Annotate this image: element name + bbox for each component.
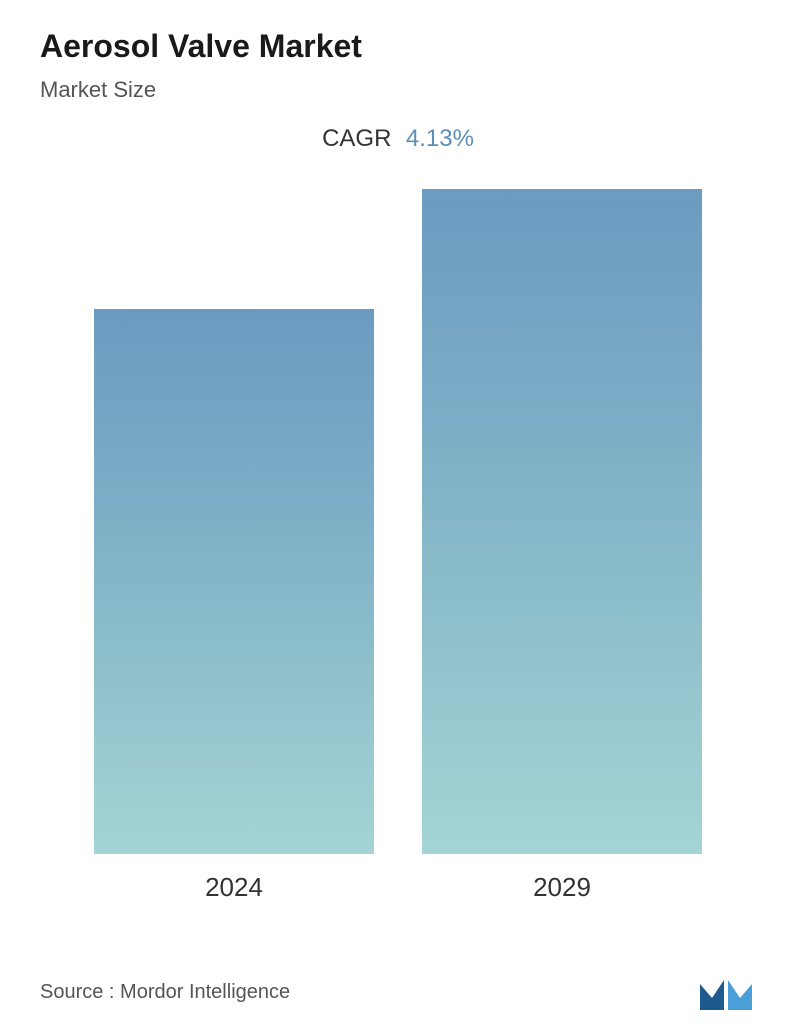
- bar-group: 2029: [422, 189, 702, 903]
- source-label: Source : Mordor Intelligence: [40, 981, 290, 1004]
- chart-title: Aerosol Valve Market: [40, 28, 756, 65]
- cagr-row: CAGR 4.13%: [40, 125, 756, 153]
- cagr-label: CAGR: [322, 125, 391, 152]
- cagr-value: 4.13%: [406, 125, 474, 152]
- bar-group: 2024: [94, 309, 374, 903]
- bar-2024: [94, 309, 374, 854]
- chart-subtitle: Market Size: [40, 77, 756, 103]
- bar-2029: [422, 189, 702, 854]
- bar-label: 2024: [205, 872, 263, 903]
- chart-footer: Source : Mordor Intelligence: [40, 972, 756, 1012]
- bar-chart: 2024 2029: [40, 183, 756, 903]
- bar-label: 2029: [533, 872, 591, 903]
- mordor-logo-icon: [698, 972, 756, 1012]
